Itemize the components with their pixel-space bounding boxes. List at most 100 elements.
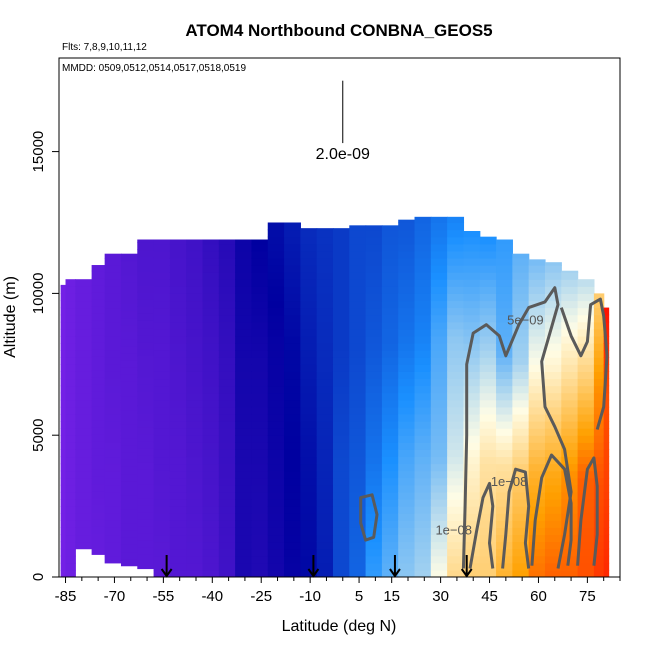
heatmap-cell <box>528 470 546 479</box>
heatmap-cell <box>496 371 513 380</box>
heatmap-cell <box>284 399 301 408</box>
heatmap-cell <box>398 477 416 486</box>
heatmap-cell <box>137 504 155 513</box>
x-tick-label: -40 <box>201 588 223 605</box>
heatmap-cell <box>120 459 138 467</box>
heatmap-cell <box>169 477 187 486</box>
heatmap-cell <box>169 314 187 323</box>
heatmap-cell <box>186 463 204 472</box>
heatmap-cell <box>447 265 465 273</box>
heatmap-cell <box>316 343 334 351</box>
heatmap-cell <box>332 357 350 365</box>
heatmap-cell <box>398 364 416 372</box>
heatmap-cell <box>479 371 497 380</box>
heatmap-cell <box>104 343 122 351</box>
heatmap-cell <box>365 265 383 273</box>
heatmap-cell <box>603 463 610 472</box>
heatmap-cell <box>137 540 155 548</box>
heatmap-cell <box>349 470 367 479</box>
heatmap-cell <box>284 350 301 358</box>
heatmap-cell <box>414 484 432 493</box>
heatmap-cell <box>365 421 383 429</box>
heatmap-cell <box>202 243 220 252</box>
heatmap-cell <box>447 463 465 472</box>
heatmap-cell <box>267 378 285 387</box>
heatmap-cell <box>332 272 350 280</box>
heatmap-cell <box>349 442 367 450</box>
heatmap-cell <box>512 484 530 493</box>
heatmap-cell <box>137 377 155 385</box>
heatmap-cell <box>284 442 301 450</box>
heatmap-cell <box>186 534 204 543</box>
heatmap-cell <box>349 449 367 458</box>
heatmap-cell <box>332 413 350 422</box>
heatmap-cell <box>267 357 285 365</box>
heatmap-cell <box>447 456 465 465</box>
heatmap-cell <box>65 371 76 380</box>
heatmap-cell <box>104 499 122 507</box>
heatmap-cell <box>512 555 530 564</box>
heatmap-cell <box>65 399 76 408</box>
heatmap-cell <box>91 334 106 343</box>
heatmap-cell <box>169 279 187 287</box>
contour-line <box>559 297 609 430</box>
heatmap-cell <box>332 534 350 543</box>
heatmap-cell <box>593 371 605 380</box>
heatmap-cell <box>75 399 93 408</box>
heatmap-cell <box>528 463 546 472</box>
heatmap-cell <box>544 491 562 500</box>
heatmap-cell <box>284 541 301 550</box>
heatmap-cell <box>60 562 67 571</box>
heatmap-cell <box>479 520 497 528</box>
heatmap-cell <box>186 470 204 479</box>
heatmap-cell <box>316 371 334 380</box>
heatmap-cell <box>496 484 513 493</box>
heatmap-cell <box>284 371 301 380</box>
heatmap-cell <box>120 551 138 560</box>
heatmap-cell <box>202 491 220 500</box>
heatmap-cell <box>603 456 610 465</box>
heatmap-cell <box>528 259 546 266</box>
heatmap-cell <box>414 328 432 337</box>
y-axis-label: Altitude (m) <box>2 276 19 358</box>
heatmap-cell <box>528 534 546 543</box>
heatmap-cell <box>218 555 236 564</box>
heatmap-cell <box>218 335 236 344</box>
heatmap-cell <box>577 520 595 528</box>
heatmap-cell <box>267 513 285 521</box>
heatmap-cell <box>447 449 465 458</box>
heatmap-cell <box>479 293 497 302</box>
heatmap-cell <box>65 335 76 344</box>
heatmap-cell <box>496 250 513 259</box>
heatmap-cell <box>316 435 334 443</box>
heatmap-cell <box>398 562 416 571</box>
heatmap-cell <box>267 442 285 450</box>
heatmap-cell <box>75 506 93 514</box>
heatmap-cell <box>593 477 605 486</box>
heatmap-cell <box>251 534 269 543</box>
heatmap-cell <box>577 435 595 443</box>
heatmap-cell <box>544 371 562 380</box>
heatmap-cell <box>544 307 562 316</box>
heatmap-cell <box>235 335 253 344</box>
heatmap-cell <box>153 385 171 394</box>
heatmap-cell <box>398 506 416 514</box>
heatmap-cell <box>365 343 383 351</box>
heatmap-cell <box>235 421 253 429</box>
heatmap-cell <box>91 490 106 499</box>
heatmap-cell <box>65 279 76 287</box>
heatmap-cell <box>186 350 204 358</box>
heatmap-cell <box>332 527 350 536</box>
heatmap-cell <box>284 229 301 238</box>
heatmap-cell <box>479 562 497 571</box>
heatmap-cell <box>512 435 530 443</box>
heatmap-cell <box>349 413 367 422</box>
heatmap-cell <box>512 449 530 458</box>
heatmap-cell <box>91 313 106 321</box>
heatmap-cell <box>104 541 122 550</box>
heatmap-cell <box>60 307 67 316</box>
heatmap-cell <box>381 399 399 408</box>
heatmap-cell <box>577 392 595 401</box>
heatmap-cell <box>561 293 579 302</box>
heatmap-cell <box>137 306 155 314</box>
